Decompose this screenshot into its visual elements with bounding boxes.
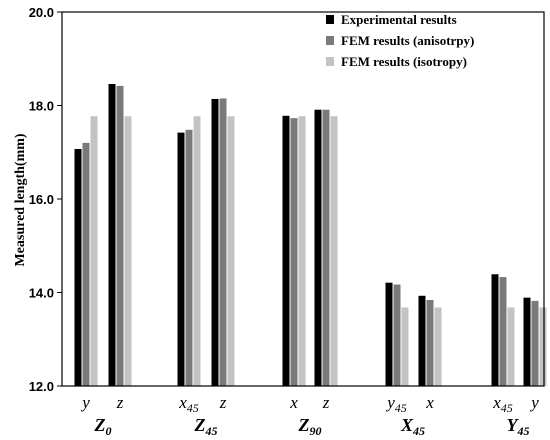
category-label: x	[289, 393, 298, 412]
legend: Experimental results FEM results (anisotr…	[326, 12, 474, 69]
bar	[434, 307, 442, 386]
bar	[531, 300, 539, 386]
legend-swatch	[326, 57, 334, 66]
bar	[385, 282, 393, 386]
bar	[330, 116, 338, 386]
group-label: Y45	[507, 415, 530, 438]
bar	[227, 116, 235, 386]
bar	[491, 274, 499, 386]
group-label: Z0	[94, 415, 112, 438]
legend-label: Experimental results	[341, 12, 457, 27]
category-label: z	[219, 393, 227, 412]
bar	[426, 299, 434, 386]
group-label: Z90	[298, 415, 322, 438]
bar	[298, 116, 306, 386]
group-label: Z45	[194, 415, 218, 438]
bar	[108, 83, 116, 387]
bar	[499, 277, 507, 386]
bar	[282, 115, 290, 386]
bar	[418, 295, 426, 386]
legend-label: FEM results (isotropy)	[341, 54, 467, 69]
bar	[82, 142, 90, 386]
bar	[401, 307, 409, 386]
legend-label: FEM results (anisotrpy)	[341, 33, 474, 48]
bar	[211, 98, 219, 386]
legend-swatch	[326, 36, 334, 45]
category-label: y45	[385, 393, 407, 415]
bar	[193, 116, 201, 386]
bar	[185, 129, 193, 386]
bar	[523, 297, 531, 386]
bar	[177, 132, 185, 386]
bar	[393, 284, 401, 386]
legend-swatch	[326, 15, 334, 24]
bar	[322, 109, 330, 387]
bar	[124, 116, 132, 386]
axes: 12.0 14.0 16.0 18.0 20.0	[29, 5, 545, 394]
bar	[116, 85, 124, 387]
y-tick-label: 16.0	[29, 192, 54, 207]
bar	[290, 118, 298, 386]
y-axis-label-group: Measured length(mm)	[13, 133, 28, 266]
bars	[74, 83, 547, 387]
bar	[507, 307, 515, 386]
y-axis-label: Measured length(mm)	[13, 133, 28, 266]
y-tick-label: 18.0	[29, 99, 54, 114]
category-label: x45	[492, 393, 513, 415]
category-label: x	[425, 393, 434, 412]
category-label: x45	[178, 393, 199, 415]
bar	[539, 307, 547, 386]
group-label: X45	[400, 415, 425, 438]
category-label: z	[322, 393, 330, 412]
category-label: z	[116, 393, 124, 412]
bar	[74, 148, 82, 386]
bar	[314, 109, 322, 387]
bar	[219, 98, 227, 387]
y-tick-label: 14.0	[29, 286, 54, 301]
bar	[90, 116, 98, 386]
y-tick-label: 12.0	[29, 379, 54, 394]
category-label: y	[80, 393, 90, 412]
y-tick-label: 20.0	[29, 5, 54, 20]
category-label: y	[529, 393, 539, 412]
